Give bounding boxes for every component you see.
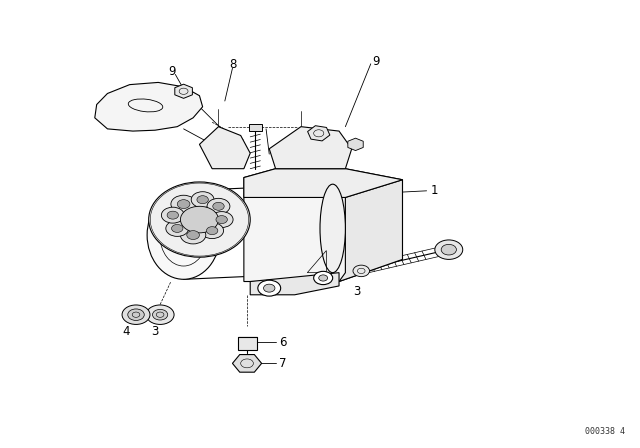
Text: 7: 7: [280, 357, 287, 370]
Circle shape: [171, 195, 196, 213]
FancyBboxPatch shape: [249, 125, 262, 131]
Circle shape: [201, 223, 223, 239]
Circle shape: [319, 275, 328, 281]
Ellipse shape: [148, 182, 250, 257]
Text: 5: 5: [278, 150, 285, 163]
Circle shape: [314, 271, 333, 284]
Text: 2: 2: [444, 248, 452, 261]
Circle shape: [180, 206, 218, 233]
Circle shape: [128, 309, 144, 320]
Circle shape: [207, 227, 218, 235]
Circle shape: [258, 280, 281, 296]
Circle shape: [207, 198, 230, 214]
Circle shape: [353, 265, 369, 277]
Polygon shape: [269, 127, 352, 169]
Polygon shape: [244, 169, 403, 281]
Circle shape: [264, 284, 275, 292]
Circle shape: [435, 240, 463, 259]
Text: 3: 3: [353, 285, 360, 298]
Circle shape: [197, 196, 209, 204]
Text: 1: 1: [430, 184, 438, 197]
Circle shape: [211, 211, 233, 228]
Polygon shape: [339, 180, 403, 281]
Circle shape: [161, 207, 184, 223]
Circle shape: [191, 192, 214, 207]
Text: 9: 9: [168, 65, 175, 78]
Circle shape: [122, 305, 150, 324]
Polygon shape: [244, 169, 403, 198]
Circle shape: [172, 224, 183, 233]
FancyBboxPatch shape: [237, 337, 257, 350]
Polygon shape: [95, 82, 203, 131]
Ellipse shape: [147, 191, 220, 279]
Text: 6: 6: [280, 336, 287, 349]
Circle shape: [177, 200, 190, 208]
Text: 000338 4: 000338 4: [584, 427, 625, 436]
Circle shape: [166, 220, 189, 237]
Circle shape: [187, 231, 200, 240]
Circle shape: [167, 211, 179, 219]
Circle shape: [146, 305, 174, 324]
Text: 4: 4: [122, 324, 130, 338]
Polygon shape: [200, 127, 250, 169]
Text: 3: 3: [151, 324, 159, 338]
Circle shape: [180, 226, 206, 244]
Circle shape: [152, 310, 168, 320]
Polygon shape: [250, 273, 339, 295]
Circle shape: [216, 215, 227, 224]
Text: 9: 9: [372, 55, 380, 68]
Ellipse shape: [320, 184, 346, 273]
Circle shape: [441, 244, 456, 255]
Text: 8: 8: [228, 58, 236, 71]
Ellipse shape: [171, 219, 196, 252]
Circle shape: [212, 202, 224, 210]
